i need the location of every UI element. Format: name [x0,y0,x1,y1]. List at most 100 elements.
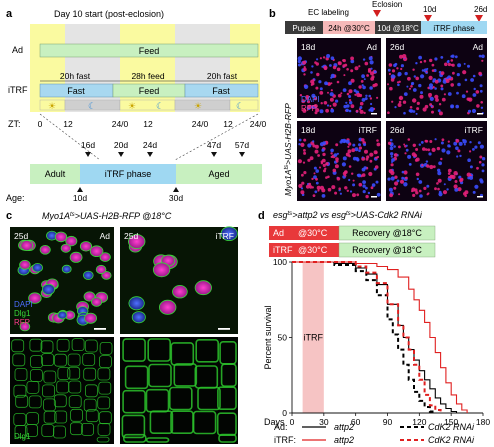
cell-membrane [68,395,82,409]
nucleus [455,139,460,143]
nucleus [369,97,373,100]
nucleus [420,141,424,144]
nucleus [404,152,407,155]
nucleus [358,143,361,147]
nucleus [312,194,316,198]
nucleus [436,146,441,151]
nucleus [332,102,337,107]
nucleus [437,178,442,183]
day10-label: 10d [423,5,436,14]
nucleus [339,192,342,195]
nucleus [437,109,441,113]
nucleus [315,108,320,113]
moon-icon: ☾ [88,101,96,111]
nucleus [370,102,373,106]
nucleus [440,56,444,59]
zt-tick-label: 12 [223,119,233,129]
nucleus [346,68,349,71]
nucleus [360,80,364,83]
nucleus [424,104,429,109]
tp-30d: 30d [169,193,183,203]
cell-nucleus [84,312,97,324]
nucleus [344,186,348,190]
nucleus [369,152,374,157]
nucleus [447,168,452,173]
nucleus [413,75,416,78]
nucleus [352,143,356,147]
cell-nucleus [128,296,145,311]
nucleus [346,189,349,192]
nucleus [398,95,404,101]
nucleus [476,166,479,170]
microscopy-image-b: 26d iTRF [386,121,487,201]
nucleus [467,109,472,113]
nucleus [338,187,342,190]
nucleus [431,147,436,152]
nucleus [363,78,366,81]
nucleus [314,149,319,154]
cell-membrane [85,384,98,398]
nucleus [315,169,320,173]
cell-membrane [122,338,146,362]
microscopy-image-c-merge: 25d iTRF [120,226,238,334]
nucleus [457,187,462,192]
nucleus [303,66,306,69]
cell-membrane [97,367,111,381]
nucleus [398,100,402,104]
nucleus [389,138,393,142]
nucleus [400,64,404,68]
nucleus [454,55,458,59]
nucleus [326,104,330,107]
cell-membrane [56,338,70,352]
nucleus [411,152,416,157]
nucleus [330,108,335,113]
nucleus [376,96,379,99]
nucleus [299,94,303,97]
nucleus [358,146,362,150]
ad-recovery-label: Recovery @18°C [352,228,422,238]
cell-nucleus [101,270,112,280]
nucleus [434,87,437,90]
nucleus [398,80,401,84]
nucleus [342,156,347,161]
nucleus [390,74,396,79]
nucleus [408,163,411,166]
cell-membrane [97,396,111,410]
cell-nucleus [61,264,72,274]
nucleus [367,69,372,73]
nucleus [419,194,423,198]
nucleus [412,143,416,147]
nucleus [437,171,442,176]
nucleus [348,109,352,113]
nucleus [454,180,458,183]
y-axis-label: Percent survival [263,305,273,369]
nucleus [398,193,401,196]
zt-tick-label: 12 [63,119,73,129]
nucleus [358,85,362,89]
nucleus [453,184,458,189]
nucleus [365,94,368,98]
scale-bar [477,113,483,115]
nucleus [330,152,333,155]
cell-membrane [57,367,71,380]
nucleus [331,185,336,190]
panel-b-ylabel: Myo1Ats>UAS-H2B-RFP [283,103,293,196]
nucleus [314,106,317,109]
nucleus [405,148,409,152]
nucleus [368,56,373,61]
nucleus [407,154,412,159]
nucleus [481,157,486,161]
legend-ad: Ad: [274,422,288,432]
nucleus [469,150,472,153]
nucleus [356,158,360,162]
nucleus [347,145,350,148]
stain-rfp: RFP [301,104,317,113]
nucleus [440,141,444,145]
survival-chart: iTRF 0 50 100 0 30 60 90 120 150 180 Percent sur… [263,257,490,427]
legend-ad-cdk2: CdK2 RNAi [428,422,475,432]
scale-bar [371,196,377,198]
image-group-label: Ad [100,231,111,241]
panel-a: a Day 10 start (post-eclosion) Ad Feed i… [6,8,267,203]
nucleus [340,139,344,142]
cell-membrane [25,424,39,438]
